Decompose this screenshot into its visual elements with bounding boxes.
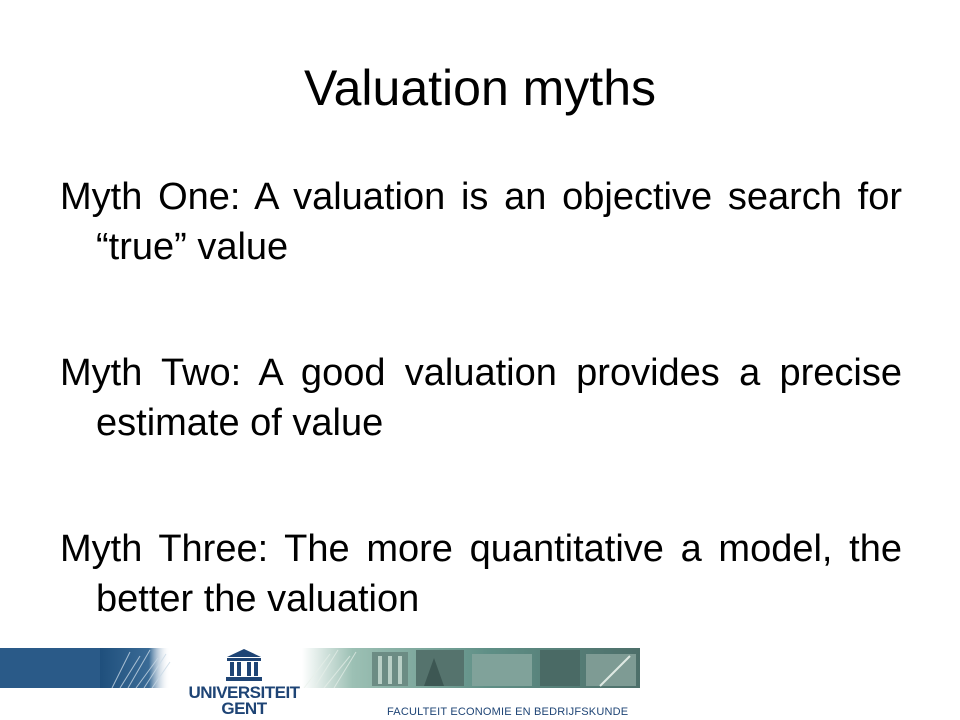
- myth-list: Myth One: A valuation is an objective se…: [60, 172, 902, 624]
- university-name-line-1: UNIVERSITEIT: [188, 683, 300, 702]
- myth-one: Myth One: A valuation is an objective se…: [60, 176, 902, 268]
- footer-image-band: [0, 648, 640, 688]
- faculty-name: FACULTEIT ECONOMIE EN BEDRIJFSKUNDE: [387, 706, 629, 718]
- university-footer: UNIVERSITEIT GENT FACULTEIT ECONOMIE EN …: [0, 648, 960, 720]
- university-building-icon: [226, 649, 262, 681]
- myth-two: Myth Two: A good valuation provides a pr…: [60, 352, 902, 444]
- slide-title: Valuation myths: [303, 60, 657, 116]
- university-name-line-2: GENT: [221, 699, 267, 718]
- university-name: UNIVERSITEIT GENT: [186, 683, 302, 718]
- ugent-logo: UNIVERSITEIT GENT: [186, 648, 302, 720]
- myth-three: Myth Three: The more quantitative a mode…: [60, 528, 902, 620]
